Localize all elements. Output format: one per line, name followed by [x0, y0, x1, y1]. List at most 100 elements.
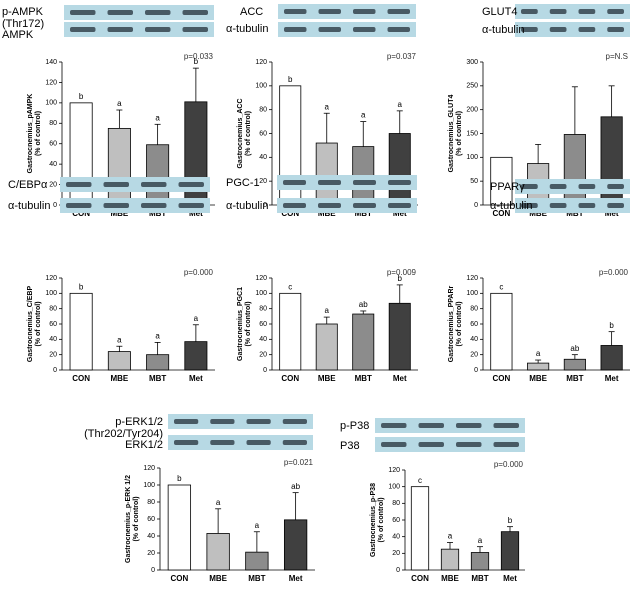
blot-band [578, 27, 596, 32]
y-tick-label: 150 [466, 130, 478, 137]
y-tick-label: 0 [474, 367, 478, 374]
blot-band [456, 442, 482, 447]
y-axis-label: (% of control) [245, 301, 252, 346]
significance-letter: c [499, 282, 503, 291]
y-tick-label: 120 [388, 467, 400, 474]
y-tick-label: 0 [263, 367, 267, 374]
blot-label: C/EBPα [8, 179, 48, 191]
blot-band [521, 9, 538, 14]
y-axis-label: (% of control) [245, 111, 252, 156]
blot-band [549, 9, 567, 14]
x-tick-label: MBT [355, 209, 372, 218]
significance-letter: a [155, 332, 160, 341]
y-tick-label: 100 [143, 482, 155, 489]
x-tick-label: CON [281, 374, 299, 383]
blot-label: α-tubulin [226, 23, 268, 35]
y-tick-label: 200 [466, 107, 478, 114]
significance-letter: a [478, 536, 483, 545]
y-tick-label: 250 [466, 83, 478, 90]
y-tick-label: 100 [255, 83, 267, 90]
y-tick-label: 100 [466, 290, 478, 297]
y-tick-label: 80 [392, 500, 400, 507]
bar [184, 341, 208, 371]
y-tick-label: 40 [49, 161, 57, 168]
blot-label: PGC-1 [226, 177, 260, 189]
blot-label: (Thr202/Tyr204) [84, 428, 163, 440]
blot-band [387, 27, 410, 32]
blot-band [66, 182, 92, 187]
x-tick-label: MBE [110, 209, 128, 218]
y-axis-label: (% of control) [133, 496, 140, 541]
significance-letter: ab [359, 300, 368, 309]
p-value: p=0.000 [599, 268, 629, 277]
bar [146, 354, 170, 371]
blot-band [521, 27, 538, 32]
blot-band [549, 27, 567, 32]
y-tick-label: 120 [45, 79, 57, 86]
bar [245, 551, 269, 571]
blot-label: ERK1/2 [125, 439, 163, 451]
blot-band [145, 27, 171, 32]
blot-band [174, 419, 199, 424]
blot-band [145, 10, 171, 15]
blot-image [60, 177, 210, 192]
blot-band [607, 27, 624, 32]
x-tick-label: CON [72, 374, 90, 383]
blot-image [375, 418, 525, 433]
blot-band [178, 203, 204, 208]
blot-band [141, 182, 167, 187]
x-tick-label: MBT [566, 209, 583, 218]
blot-band [549, 203, 567, 208]
blot-label: PPARγ [490, 181, 525, 193]
y-tick-label: 120 [466, 275, 478, 282]
bar [107, 351, 131, 371]
x-tick-label: Met [393, 209, 407, 218]
blot-band [353, 9, 376, 14]
bar [279, 292, 302, 371]
y-tick-label: 120 [45, 275, 57, 282]
blot-label: α-tubulin [482, 24, 524, 36]
y-tick-label: 0 [53, 367, 57, 374]
blot-band [178, 182, 204, 187]
blot-band [578, 184, 596, 189]
x-tick-label: Met [605, 374, 619, 383]
blot-label: P38 [340, 440, 360, 452]
x-tick-label: MBE [110, 374, 128, 383]
y-tick-label: 20 [470, 352, 478, 359]
significance-letter: b [288, 75, 293, 84]
blot-image [375, 437, 525, 452]
significance-letter: a [117, 335, 122, 344]
y-axis-label: Gastrocnemius_ACC [237, 98, 244, 168]
blot-label: α-tubulin [8, 200, 50, 212]
significance-letter: b [398, 274, 403, 283]
y-tick-label: 100 [45, 290, 57, 297]
x-tick-label: Met [189, 374, 203, 383]
y-tick-label: 40 [259, 336, 267, 343]
x-tick-label: Met [503, 574, 517, 583]
x-tick-label: CON [281, 209, 299, 218]
bar [490, 156, 513, 206]
blot-image [64, 5, 214, 20]
blot-band [283, 203, 306, 208]
blot-image [168, 435, 313, 450]
y-tick-label: 100 [45, 100, 57, 107]
x-tick-label: MBE [529, 374, 547, 383]
blot-band [318, 27, 341, 32]
bar [440, 548, 460, 571]
y-tick-label: 80 [470, 306, 478, 313]
p-value: p=0.021 [284, 458, 314, 467]
bar [563, 358, 586, 371]
blot-image [515, 179, 630, 194]
p-value: p=0.009 [387, 268, 417, 277]
blot-band [388, 180, 411, 185]
y-tick-label: 60 [49, 141, 57, 148]
significance-letter: ab [570, 344, 579, 353]
blot-band [418, 442, 444, 447]
bar [500, 531, 520, 571]
significance-letter: ab [291, 482, 300, 491]
y-tick-label: 40 [147, 533, 155, 540]
significance-letter: a [325, 102, 330, 111]
y-tick-label: 60 [49, 321, 57, 328]
x-tick-label: MBT [355, 374, 372, 383]
blot-label: GLUT4 [482, 6, 517, 18]
